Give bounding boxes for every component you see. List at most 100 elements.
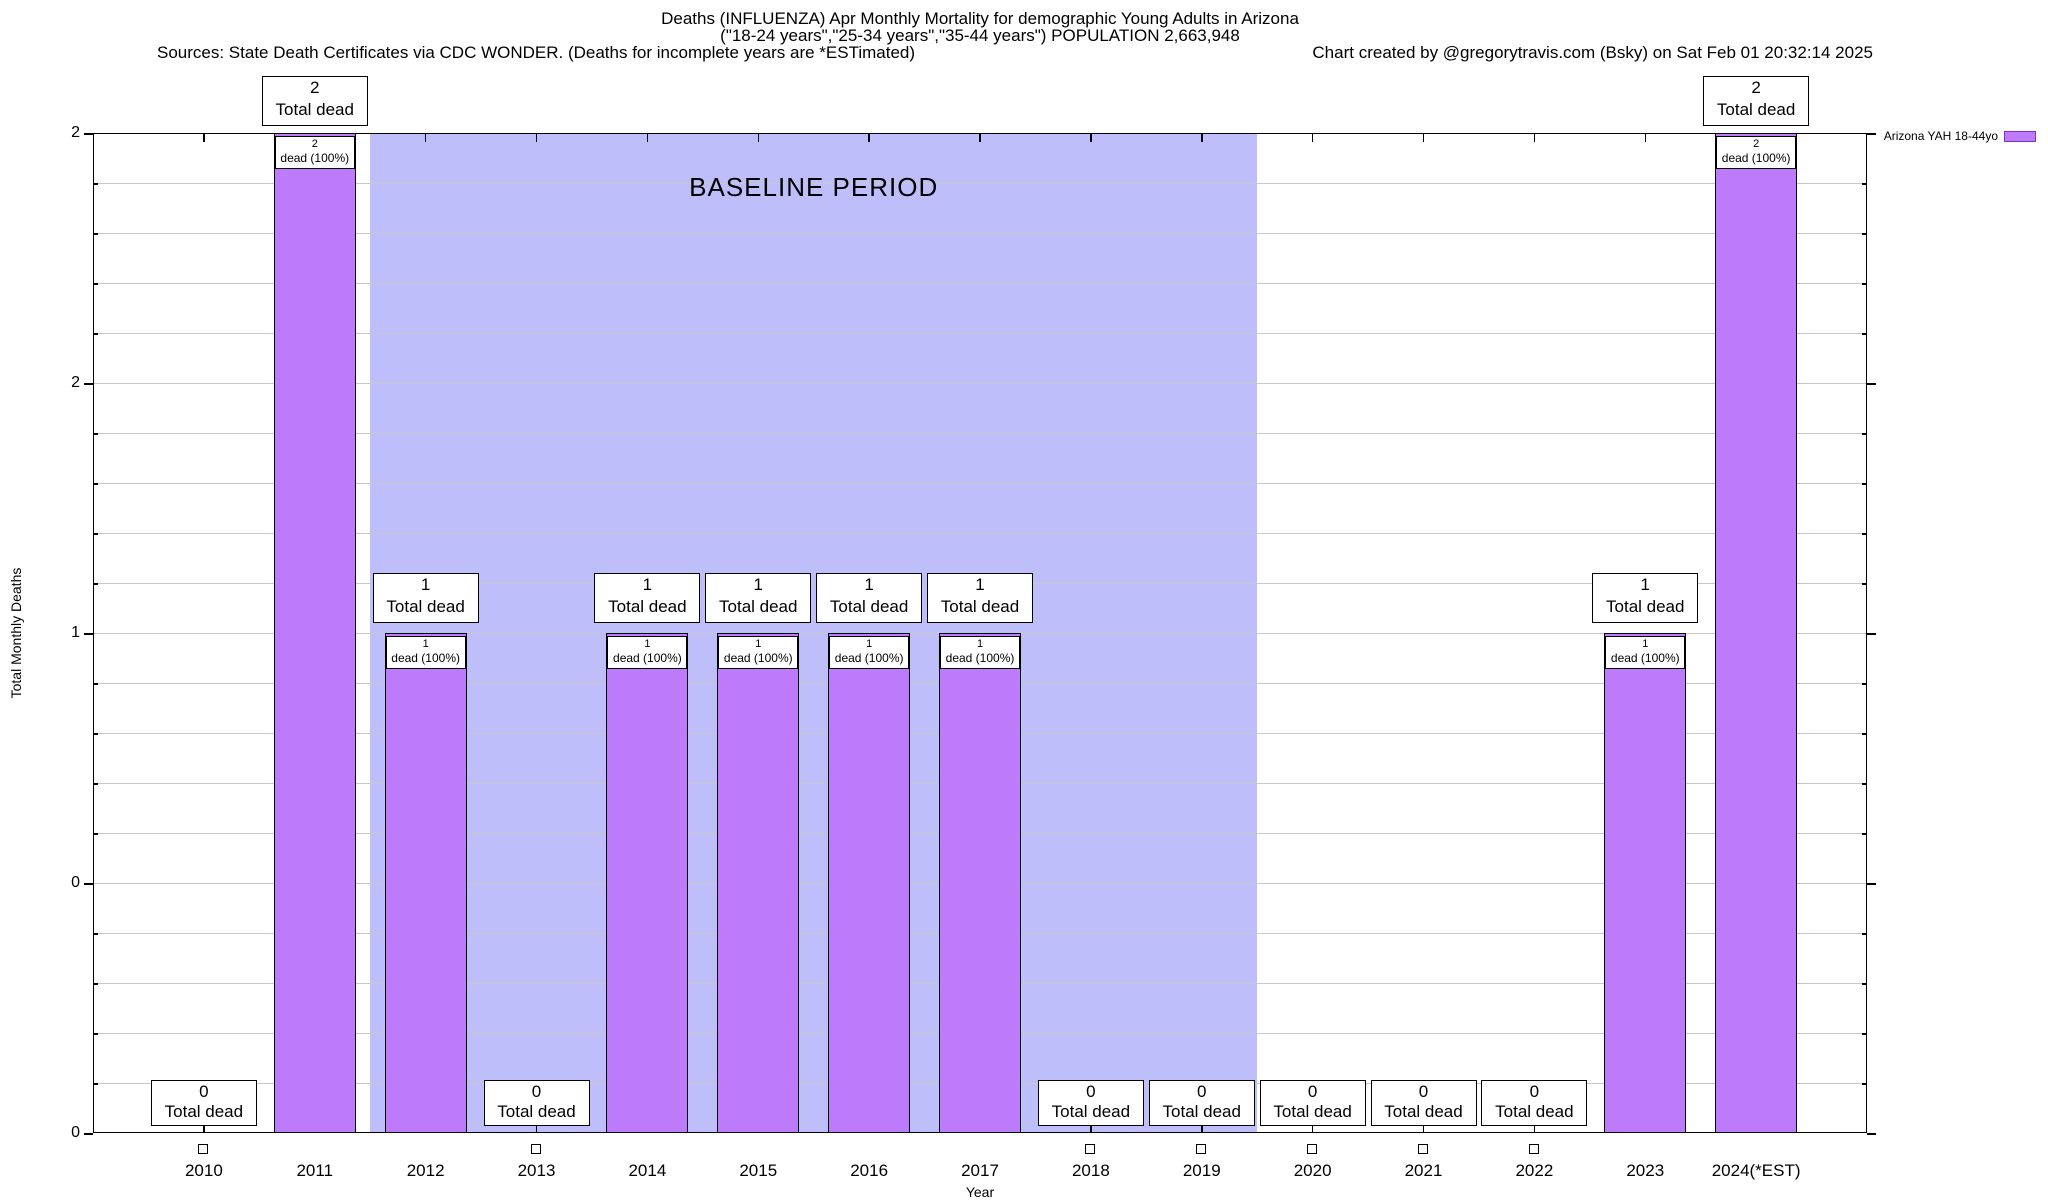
total-dead-text: Total dead: [275, 100, 354, 119]
bar-2016: [828, 633, 911, 1133]
dead-pct-label-2011: 2 dead (100%): [274, 136, 355, 169]
y-major-tick: [84, 633, 93, 635]
total-dead-text: Total dead: [1384, 1102, 1463, 1121]
total-dead-text: Total dead: [497, 1102, 576, 1121]
total-dead-label-2022: 0 Total dead: [1481, 1080, 1588, 1126]
bar-2012: [384, 633, 467, 1133]
y-minor-tick: [1862, 433, 1866, 435]
y-tick-label: 0: [71, 874, 80, 891]
y-minor-tick: [94, 983, 98, 985]
y-major-tick: [84, 383, 93, 385]
dead-pct-text: dead (100%): [1610, 651, 1680, 665]
dead-pct-value: 1: [644, 638, 651, 650]
y-minor-tick: [1862, 833, 1866, 835]
x-tick: [1311, 1124, 1314, 1132]
x-axis-title: Year: [965, 1184, 995, 1200]
y-minor-tick: [1862, 283, 1866, 285]
year-label-2022: 2022: [1515, 1161, 1554, 1180]
bar-2023: [1604, 633, 1687, 1133]
zero-marker-2018: [1085, 1144, 1096, 1154]
y-minor-tick: [94, 683, 98, 685]
zero-marker-2013: [531, 1144, 541, 1154]
year-label-2012: 2012: [406, 1161, 445, 1180]
y-major-tick: [1867, 383, 1876, 385]
y-minor-tick: [94, 783, 98, 785]
total-dead-text: Total dead: [719, 597, 798, 616]
x-tick: [868, 134, 870, 142]
x-tick: [1533, 134, 1536, 142]
y-minor-tick: [1862, 683, 1866, 685]
total-dead-value: 0: [1529, 1082, 1540, 1101]
x-tick: [1422, 134, 1425, 142]
x-tick: [535, 1124, 538, 1132]
y-gridline: [93, 183, 1867, 184]
year-label-2014: 2014: [628, 1161, 667, 1180]
total-dead-label-2013: 0 Total dead: [483, 1080, 590, 1126]
x-tick: [1422, 1124, 1425, 1132]
y-major-tick: [84, 1133, 93, 1135]
total-dead-value: 1: [420, 575, 431, 594]
year-label-2021: 2021: [1404, 1161, 1443, 1180]
zero-marker-2020: [1307, 1144, 1318, 1154]
total-dead-text: Total dead: [386, 597, 465, 616]
y-minor-tick: [94, 233, 98, 235]
bar-2014: [606, 633, 689, 1133]
y-minor-tick: [94, 933, 98, 935]
total-dead-text: Total dead: [829, 597, 909, 616]
chart-title-line2: ("18-24 years","25-34 years","35-44 year…: [720, 26, 1240, 45]
y-minor-tick: [94, 1033, 98, 1035]
sources-note: Sources: State Death Certificates via CD…: [157, 43, 916, 62]
total-dead-value: 1: [642, 575, 653, 594]
y-minor-tick: [94, 533, 98, 535]
total-dead-value: 1: [975, 575, 985, 594]
total-dead-value: 1: [753, 575, 763, 594]
credit-note: Chart created by @gregorytravis.com (Bsk…: [1312, 43, 1873, 62]
y-minor-tick: [1862, 483, 1866, 485]
total-dead-label-2017: 1 Total dead: [927, 573, 1033, 623]
year-label-2017: 2017: [961, 1161, 999, 1180]
dead-pct-text: dead (100%): [280, 151, 350, 165]
dead-pct-label-2014: 1 dead (100%): [607, 636, 688, 669]
baseline-band-label: BASELINE PERIOD: [689, 172, 939, 202]
bar-2011: [273, 133, 356, 1133]
y-major-tick: [1867, 883, 1876, 885]
total-dead-label-2015: 1 Total dead: [705, 573, 812, 623]
x-tick: [1533, 1124, 1536, 1132]
dead-pct-label-2012: 1 dead (100%): [385, 636, 466, 669]
total-dead-text: Total dead: [1051, 1102, 1131, 1121]
y-minor-tick: [94, 583, 98, 585]
y-minor-tick: [1862, 1083, 1866, 1085]
dead-pct-text: dead (100%): [723, 651, 793, 665]
total-dead-text: Total dead: [608, 597, 687, 616]
dead-pct-label-2024(*EST): 2 dead (100%): [1716, 136, 1797, 169]
y-major-tick: [84, 133, 93, 135]
dead-pct-text: dead (100%): [391, 651, 460, 665]
total-dead-value: 0: [1307, 1082, 1318, 1101]
x-tick: [1201, 134, 1203, 142]
chart-title-line1: Deaths (INFLUENZA) Apr Monthly Mortality…: [661, 9, 1299, 28]
year-label-2019: 2019: [1182, 1161, 1221, 1180]
total-dead-value: 0: [199, 1082, 209, 1101]
y-minor-tick: [1862, 233, 1866, 235]
y-tick-label: 2: [71, 124, 80, 141]
x-tick: [979, 134, 981, 142]
total-dead-label-2016: 1 Total dead: [816, 573, 923, 623]
year-label-2018: 2018: [1071, 1161, 1110, 1180]
year-label-2013: 2013: [517, 1161, 556, 1180]
total-dead-text: Total dead: [940, 597, 1020, 616]
dead-pct-value: 1: [976, 638, 984, 650]
y-gridline: [93, 483, 1867, 484]
y-minor-tick: [1862, 583, 1866, 585]
y-gridline: [93, 333, 1867, 334]
year-label-2024(*EST): 2024(*EST): [1711, 1161, 1801, 1180]
total-dead-label-2019: 0 Total dead: [1148, 1080, 1255, 1126]
y-gridline: [93, 383, 1867, 384]
x-tick: [203, 1124, 205, 1132]
y-gridline: [93, 533, 1867, 534]
zero-marker-2019: [1196, 1144, 1207, 1154]
y-minor-tick: [1862, 983, 1866, 985]
y-gridline: [93, 433, 1867, 434]
bar-2024(*EST): [1715, 133, 1798, 1133]
dead-pct-value: 1: [866, 638, 873, 650]
